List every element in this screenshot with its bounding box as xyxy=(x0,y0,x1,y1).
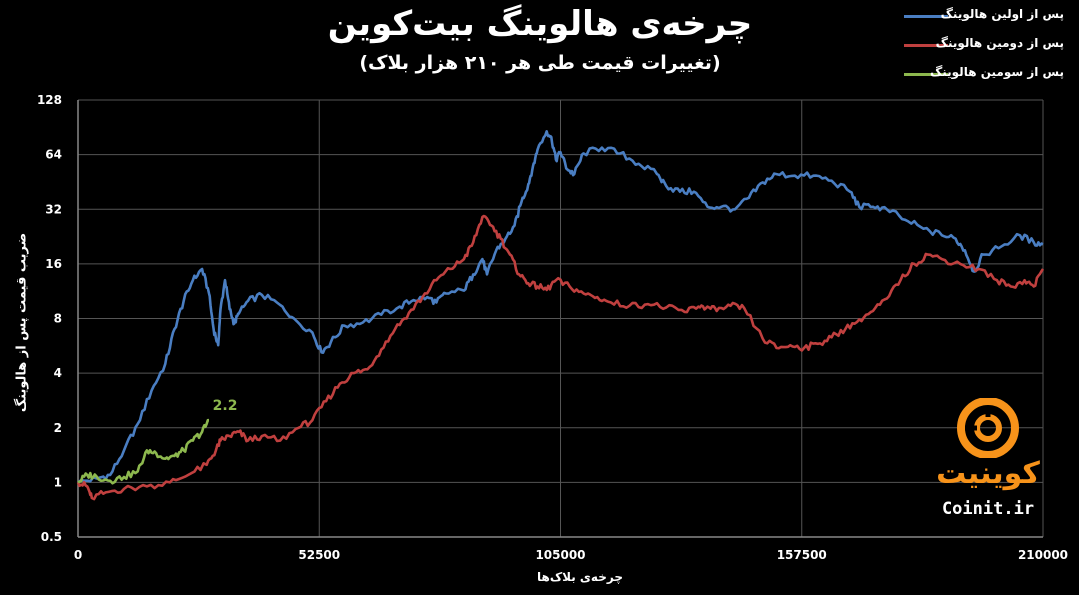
legend-swatch-third xyxy=(904,73,948,76)
legend-label-second: پس از دومین هالوینگ xyxy=(935,36,1064,50)
legend-label-third: پس از سومین هالوینگ xyxy=(929,65,1064,79)
legend-swatch-second xyxy=(904,44,948,47)
y-tick-label: 128 xyxy=(37,93,62,107)
legend: پس از اولین هالوینگ پس از دومین هالوینگ … xyxy=(880,6,1070,93)
x-tick-label: 210000 xyxy=(1018,548,1068,562)
legend-item-first: پس از اولین هالوینگ xyxy=(880,6,1070,35)
y-tick-label: 4 xyxy=(54,366,62,380)
coinit-logo: کوینیت Coinit.ir xyxy=(928,397,1048,528)
series-line-second xyxy=(76,214,1045,501)
chart-subtitle: (تغییرات قیمت طی هر ۲۱۰ هزار بلاک) xyxy=(359,52,721,74)
x-tick-label: 0 xyxy=(74,548,82,562)
chart-title: چرخه‌ی هالوینگ بیت‌کوین xyxy=(327,4,753,44)
y-tick-label: 16 xyxy=(45,257,62,271)
y-tick-label: 8 xyxy=(54,312,62,326)
y-tick-label: 2 xyxy=(54,421,62,435)
y-tick-label: 0.5 xyxy=(41,530,62,544)
y-tick-label: 32 xyxy=(45,202,62,216)
legend-item-third: پس از سومین هالوینگ xyxy=(880,64,1070,93)
x-tick-label: 52500 xyxy=(298,548,340,562)
legend-swatch-first xyxy=(904,15,948,18)
axis-ticks: 0.5 1 2 4 8 16 32 64 128 0 52500 105000 157500 210000 xyxy=(37,93,1068,562)
series-line-first xyxy=(77,130,1044,484)
annotations: 2.2 xyxy=(213,398,238,414)
legend-label-first: پس از اولین هالوینگ xyxy=(940,7,1064,21)
series-group xyxy=(76,130,1045,501)
y-tick-label: 64 xyxy=(45,148,62,162)
grid xyxy=(77,99,1044,538)
x-axis-label: چرخه‌ی بلاک‌ها xyxy=(537,570,623,584)
y-tick-label: 1 xyxy=(54,475,62,489)
annotation-label: 2.2 xyxy=(213,398,238,414)
x-tick-label: 105000 xyxy=(535,548,585,562)
logo-text: کوینیت xyxy=(936,456,1040,491)
coinit-logo-icon xyxy=(957,397,1019,459)
series-line-third xyxy=(77,418,210,485)
logo-url: Coinit.ir xyxy=(941,499,1035,519)
y-axis-label: ضریب قیمت پس از هالوینگ xyxy=(14,232,30,413)
legend-item-second: پس از دومین هالوینگ xyxy=(880,35,1070,64)
x-tick-label: 157500 xyxy=(777,548,827,562)
